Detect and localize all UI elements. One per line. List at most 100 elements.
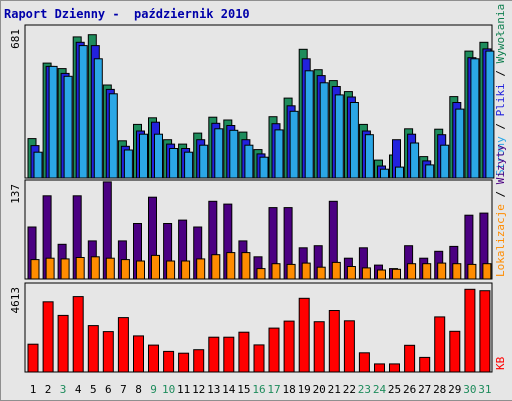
bar	[196, 258, 206, 280]
bar	[259, 156, 269, 179]
bar	[151, 254, 160, 280]
bar	[404, 344, 416, 373]
y-max-label: 4613	[9, 287, 22, 314]
bar	[464, 288, 476, 373]
bar	[467, 263, 477, 280]
bar	[434, 316, 446, 373]
bar	[238, 331, 250, 373]
bar	[57, 314, 69, 373]
bar	[343, 320, 355, 373]
bar	[33, 151, 43, 179]
x-tick-label: 30	[463, 383, 476, 396]
bar	[184, 151, 194, 179]
bar	[102, 331, 114, 373]
x-tick-label: 13	[207, 383, 220, 396]
bar	[139, 133, 148, 179]
x-tick-label: 19	[298, 383, 311, 396]
bar	[289, 110, 299, 179]
bar	[377, 269, 386, 280]
bar	[72, 296, 84, 373]
bar	[123, 149, 133, 179]
bar	[75, 257, 85, 280]
bar	[256, 268, 266, 280]
bar	[479, 290, 491, 373]
legend-entry: Wizyty	[494, 144, 507, 184]
bar	[407, 263, 417, 280]
bar	[193, 349, 205, 373]
bar	[214, 128, 224, 179]
bar	[45, 257, 55, 280]
x-tick-label: 27	[418, 383, 431, 396]
bar	[304, 70, 314, 179]
x-tick-label: 8	[135, 383, 142, 396]
bar	[286, 263, 296, 280]
legend-separator: /	[494, 184, 507, 204]
bar	[90, 256, 100, 280]
bar	[93, 58, 103, 179]
x-tick-label: 6	[105, 383, 112, 396]
x-tick-label: 11	[177, 383, 190, 396]
x-tick-label: 12	[192, 383, 205, 396]
bar	[328, 310, 340, 373]
x-tick-label: 2	[45, 383, 52, 396]
bar	[440, 144, 450, 179]
bar	[298, 297, 310, 373]
bar	[117, 317, 129, 373]
bar	[392, 268, 401, 280]
bar	[48, 65, 58, 179]
legend: KB	[494, 356, 507, 370]
bar	[470, 58, 480, 179]
bar	[169, 148, 179, 179]
bar	[449, 330, 461, 373]
legend: Lokalizacje / Wizyty	[494, 144, 507, 277]
bar	[30, 259, 40, 280]
x-tick-label: 3	[60, 383, 67, 396]
bar	[301, 262, 311, 280]
x-tick-label: 21	[328, 383, 341, 396]
x-tick-label: 20	[313, 383, 326, 396]
x-tick-label: 18	[282, 383, 295, 396]
bar	[271, 263, 281, 280]
x-tick-label: 31	[478, 383, 491, 396]
x-tick-label: 26	[403, 383, 416, 396]
bar	[334, 94, 344, 179]
x-tick-label: 17	[267, 383, 280, 396]
bar	[422, 263, 432, 280]
x-tick-label: 25	[388, 383, 401, 396]
y-max-label: 137	[9, 184, 22, 204]
bar	[349, 102, 359, 179]
legend-entry: Lokalizacje	[494, 204, 507, 277]
bar	[253, 344, 265, 373]
bar	[361, 267, 371, 280]
bar	[87, 325, 99, 373]
x-tick-label: 10	[162, 383, 175, 396]
bar	[283, 320, 295, 373]
x-tick-label: 28	[433, 383, 446, 396]
bar	[63, 75, 73, 179]
bar	[380, 168, 389, 179]
bar	[199, 144, 209, 179]
x-tick-label: 7	[120, 383, 127, 396]
x-tick-label: 16	[252, 383, 265, 396]
bar	[148, 344, 159, 373]
x-tick-label: 14	[222, 383, 236, 396]
legend-separator: /	[494, 63, 507, 83]
x-tick-label: 15	[237, 383, 250, 396]
legend-entry: Wywołania	[494, 4, 507, 64]
legend-entry: Pliki	[494, 83, 507, 116]
x-tick-label: 1	[30, 383, 37, 396]
bar	[319, 82, 329, 179]
legend: Strony / Pliki / Wywołania	[494, 4, 507, 176]
bar	[178, 352, 190, 373]
bar	[181, 260, 191, 280]
bar	[136, 260, 145, 280]
bar	[455, 108, 465, 179]
bar	[241, 252, 251, 280]
bar	[482, 263, 492, 280]
visits-panel: 137 Lokalizacje / Wizyty	[9, 144, 507, 280]
x-tick-label: 24	[373, 383, 387, 396]
x-tick-label: 23	[358, 383, 371, 396]
bar	[268, 327, 280, 373]
bar	[316, 266, 326, 280]
